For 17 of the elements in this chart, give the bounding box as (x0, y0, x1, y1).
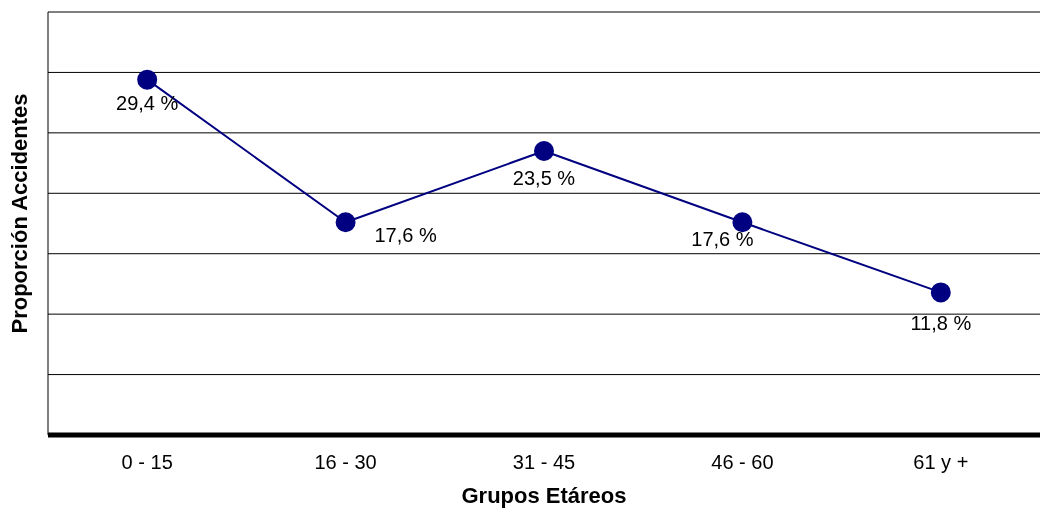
x-tick-label: 16 - 30 (314, 451, 377, 474)
point (534, 140, 554, 161)
data-label: 11,8 % (910, 312, 972, 335)
point (137, 69, 158, 90)
x-tick-label: 31 - 45 (512, 451, 576, 474)
x-tick-label: 61 y + (913, 451, 969, 474)
x-axis-title: Grupos Etáreos (461, 483, 627, 508)
point (335, 212, 356, 233)
x-tick-label: 0 - 15 (121, 451, 173, 474)
data-label: 23,5 % (512, 166, 576, 189)
point (732, 212, 753, 233)
data-label: 17,6 % (374, 224, 437, 247)
point (930, 282, 951, 303)
x-tick-label: 46 - 60 (711, 451, 774, 474)
y-axis-title: Proporción Accidentes (6, 93, 32, 334)
data-label: 17,6 % (691, 228, 754, 251)
data-label: 29,4 % (116, 91, 179, 114)
